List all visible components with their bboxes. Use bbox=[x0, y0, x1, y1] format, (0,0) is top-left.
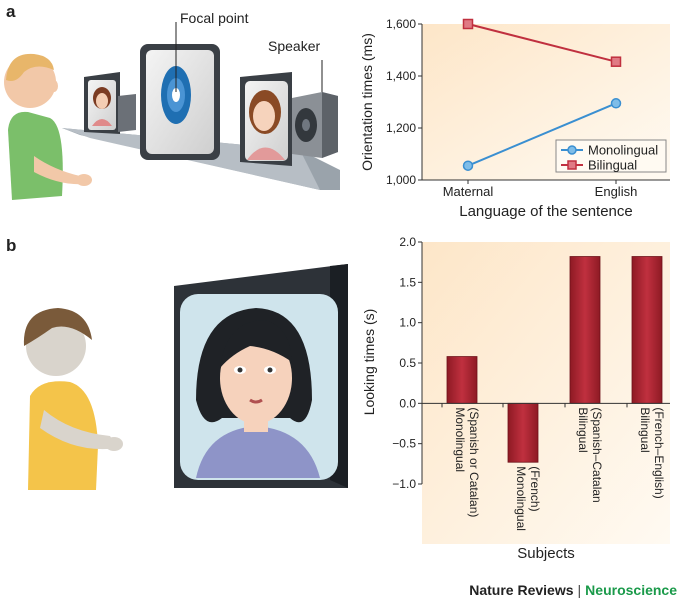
chart-b-xtick-label: Monolingual bbox=[514, 466, 528, 531]
focal-point-label: Focal point bbox=[180, 10, 249, 26]
journal-field: Neuroscience bbox=[585, 582, 677, 598]
chart-a-ytick-label: 1,200 bbox=[386, 121, 416, 135]
chart-a-point-bilingual bbox=[610, 56, 622, 67]
panel-label-b: b bbox=[6, 236, 17, 255]
chart-b-bar bbox=[631, 256, 663, 404]
chart-b-xtick-label: Monolingual bbox=[453, 407, 467, 472]
chart-b-xtick-label: (Spanish or Catalan) bbox=[467, 407, 481, 517]
chart-b-ylabel: Looking times (s) bbox=[361, 309, 377, 416]
panel-label-a: a bbox=[6, 2, 16, 21]
chart-b: 2.01.51.00.50.0−0.5−1.0 Monolingual (Span… bbox=[361, 235, 670, 562]
chart-a-legend-marker bbox=[567, 145, 577, 155]
chart-b-bar bbox=[569, 256, 601, 404]
chart-b-bar bbox=[446, 356, 478, 404]
right-screen bbox=[240, 72, 292, 166]
chart-a-legend-label: Bilingual bbox=[588, 158, 637, 173]
baby-a bbox=[4, 53, 92, 200]
chart-a-ytick-label: 1,000 bbox=[386, 173, 416, 187]
chart-a: 1,000 1,200 1,400 1,600 Maternal English Ori… bbox=[359, 17, 670, 220]
left-screen bbox=[84, 72, 130, 134]
baby-b bbox=[23, 308, 123, 490]
journal-separator: | bbox=[577, 582, 582, 598]
chart-b-bar bbox=[507, 402, 539, 463]
chart-a-ytick-label: 1,600 bbox=[386, 17, 416, 31]
chart-b-xtick-label: (Spanish–Catalan bbox=[590, 407, 604, 502]
chart-b-xtick-label: Bilingual bbox=[638, 407, 652, 452]
chart-a-legend-marker bbox=[567, 160, 577, 170]
face-monitor bbox=[174, 264, 348, 488]
chart-b-xtick-label: Bilingual bbox=[576, 407, 590, 452]
chart-b-ytick-label: −1.0 bbox=[392, 477, 416, 491]
chart-a-point-monolingual bbox=[610, 98, 622, 109]
chart-b-ytick-label: 1.0 bbox=[399, 316, 416, 330]
chart-b-ytick-label: 0.0 bbox=[399, 396, 416, 410]
chart-a-ytick-label: 1,400 bbox=[386, 69, 416, 83]
speaker-label: Speaker bbox=[268, 38, 321, 54]
chart-b-xlabel: Subjects bbox=[517, 545, 575, 562]
chart-a-point-monolingual bbox=[462, 160, 474, 171]
chart-a-ylabel: Orientation times (ms) bbox=[359, 33, 375, 171]
chart-b-ytick-label: 0.5 bbox=[399, 356, 416, 370]
chart-a-series-line-bilingual bbox=[467, 23, 617, 63]
chart-b-ytick-label: 2.0 bbox=[399, 235, 416, 249]
chart-b-xtick-label: (French) bbox=[528, 466, 542, 511]
journal-credit: Nature Reviews | Neuroscience bbox=[469, 582, 677, 598]
chart-a-series-line-monolingual bbox=[467, 102, 617, 167]
speaker bbox=[292, 60, 338, 158]
chart-a-point-bilingual bbox=[462, 18, 474, 30]
focal-screen bbox=[140, 22, 220, 160]
chart-b-xtick-label: (French–English) bbox=[652, 407, 666, 498]
illustration-a bbox=[4, 22, 340, 200]
chart-a-legend-label: Monolingual bbox=[588, 143, 658, 158]
illustration-b bbox=[23, 264, 348, 490]
chart-b-ytick-label: 1.5 bbox=[399, 275, 416, 289]
journal-name: Nature Reviews bbox=[469, 582, 574, 598]
chart-a-xtick-label: Maternal bbox=[443, 184, 494, 199]
chart-b-ytick-label: −0.5 bbox=[392, 437, 416, 451]
chart-a-xtick-label: English bbox=[595, 184, 638, 199]
chart-a-xlabel: Language of the sentence bbox=[459, 203, 632, 220]
